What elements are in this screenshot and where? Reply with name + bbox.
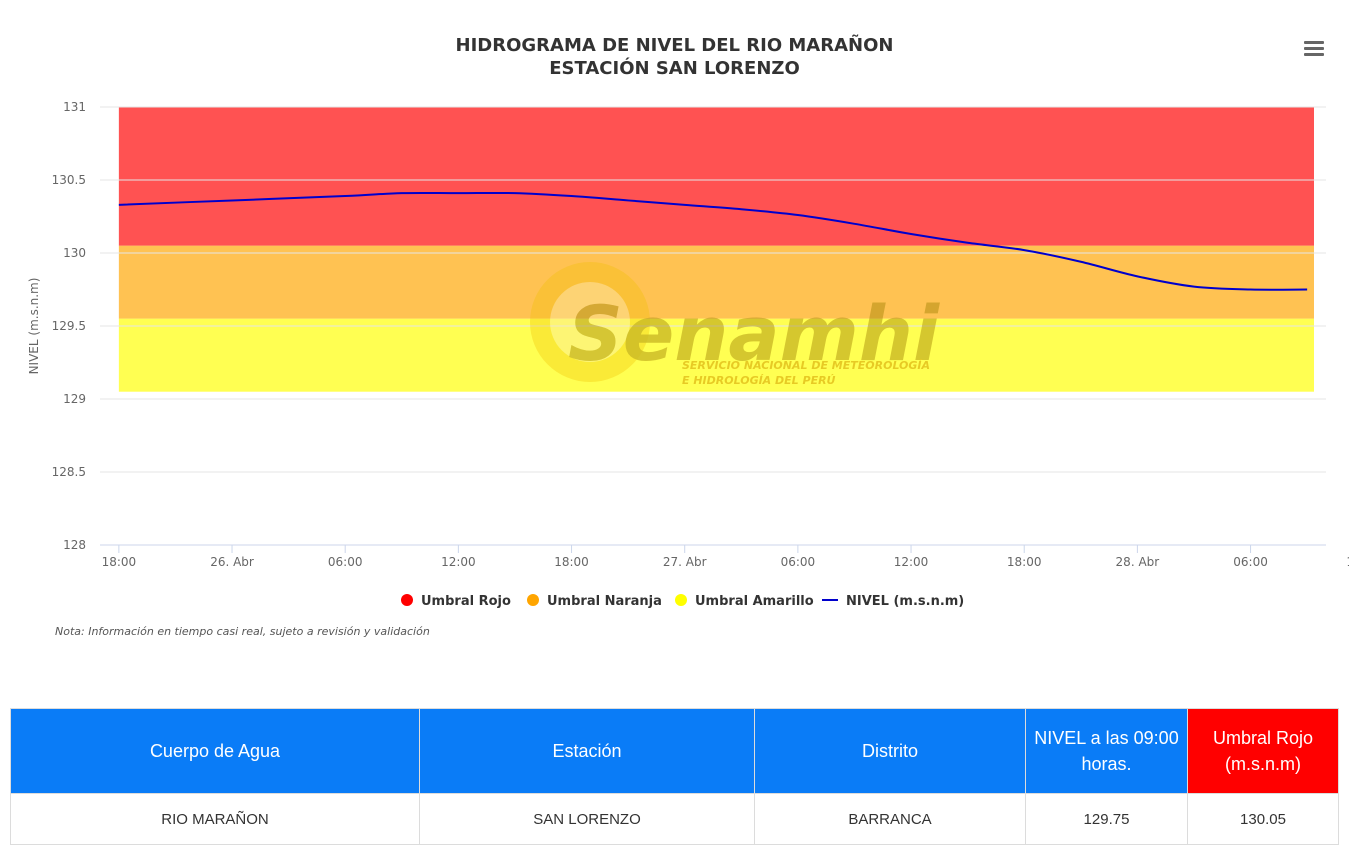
legend-item[interactable]: Umbral Amarillo <box>675 594 814 609</box>
chart-title: HIDROGRAMA DE NIVEL DEL RIO MARAÑON <box>455 35 894 56</box>
legend-label: Umbral Naranja <box>547 594 662 609</box>
watermark-line2: E HIDROLOGÍA DEL PERÚ <box>682 374 836 387</box>
cell-district: BARRANCA <box>754 793 1026 845</box>
legend-marker <box>675 594 687 606</box>
legend-marker <box>527 594 539 606</box>
watermark-brand: Senamhi <box>568 289 940 378</box>
y-axis-label: NIVEL (m.s.n.m) <box>27 278 41 375</box>
watermark-line1: SERVICIO NACIONAL DE METEOROLOGÍA <box>682 359 930 372</box>
x-tick-label: 18:00 <box>1007 555 1042 569</box>
y-tick-label: 128 <box>63 538 86 552</box>
band-umbral-rojo <box>118 107 1314 246</box>
x-tick-label: 27. Abr <box>663 555 707 569</box>
station-table: Cuerpo de Agua Estación Distrito NIVEL a… <box>10 708 1339 845</box>
y-tick-label: 129 <box>63 392 86 406</box>
legend-marker <box>401 594 413 606</box>
legend-label: Umbral Rojo <box>421 594 511 609</box>
cell-level: 129.75 <box>1025 793 1188 845</box>
hydrograph-chart: Senamhi SERVICIO NACIONAL DE METEOROLOGÍ… <box>27 100 1349 609</box>
y-tick-label: 130 <box>63 246 86 260</box>
x-tick-label: 12:00 <box>894 555 929 569</box>
legend-label: NIVEL (m.s.n.m) <box>846 594 964 609</box>
series-line-nivel <box>118 191 1308 291</box>
legend-item[interactable]: Umbral Rojo <box>401 594 511 609</box>
x-tick-label: 06:00 <box>328 555 363 569</box>
legend-item[interactable]: NIVEL (m.s.n.m) <box>822 594 964 609</box>
legend-item[interactable]: Umbral Naranja <box>527 594 662 609</box>
table-row: RIO MARAÑON SAN LORENZO BARRANCA 129.75 … <box>10 793 1339 845</box>
y-tick-label: 128.5 <box>52 465 86 479</box>
header-district: Distrito <box>754 708 1026 794</box>
x-tick-label: 12:00 <box>441 555 476 569</box>
chart-legend[interactable]: Umbral Rojo Umbral Naranja Umbral Amarillo… <box>401 594 964 609</box>
hamburger-icon[interactable] <box>1300 38 1328 62</box>
table-header-row: Cuerpo de Agua Estación Distrito NIVEL a… <box>10 708 1339 794</box>
y-tick-label: 129.5 <box>52 319 86 333</box>
header-level: NIVEL a las 09:00 horas. <box>1025 708 1188 794</box>
x-tick-label: 26. Abr <box>210 555 254 569</box>
x-tick-label: 18:00 <box>102 555 137 569</box>
x-tick-label: 12:00 <box>1346 555 1349 569</box>
cell-red-threshold: 130.05 <box>1187 793 1339 845</box>
header-water-body: Cuerpo de Agua <box>10 708 420 794</box>
x-tick-label: 06:00 <box>781 555 816 569</box>
y-tick-label: 130.5 <box>52 173 86 187</box>
header-station: Estación <box>419 708 755 794</box>
legend-label: Umbral Amarillo <box>695 594 814 609</box>
chart-note: Nota: Información en tiempo casi real, s… <box>55 625 430 638</box>
cell-station: SAN LORENZO <box>419 793 755 845</box>
y-tick-label: 131 <box>63 100 86 114</box>
band-umbral-naranja <box>118 245 1314 319</box>
header-red-threshold: Umbral Rojo (m.s.n.m) <box>1187 708 1339 794</box>
cell-water-body: RIO MARAÑON <box>10 793 420 845</box>
x-tick-label: 18:00 <box>554 555 589 569</box>
x-tick-label: 06:00 <box>1233 555 1268 569</box>
senamhi-watermark: Senamhi SERVICIO NACIONAL DE METEOROLOGÍ… <box>530 262 940 387</box>
x-tick-label: 28. Abr <box>1116 555 1160 569</box>
chart-subtitle: ESTACIÓN SAN LORENZO <box>549 58 800 79</box>
sun-logo-icon <box>530 262 650 382</box>
band-umbral-amarillo <box>118 318 1314 392</box>
